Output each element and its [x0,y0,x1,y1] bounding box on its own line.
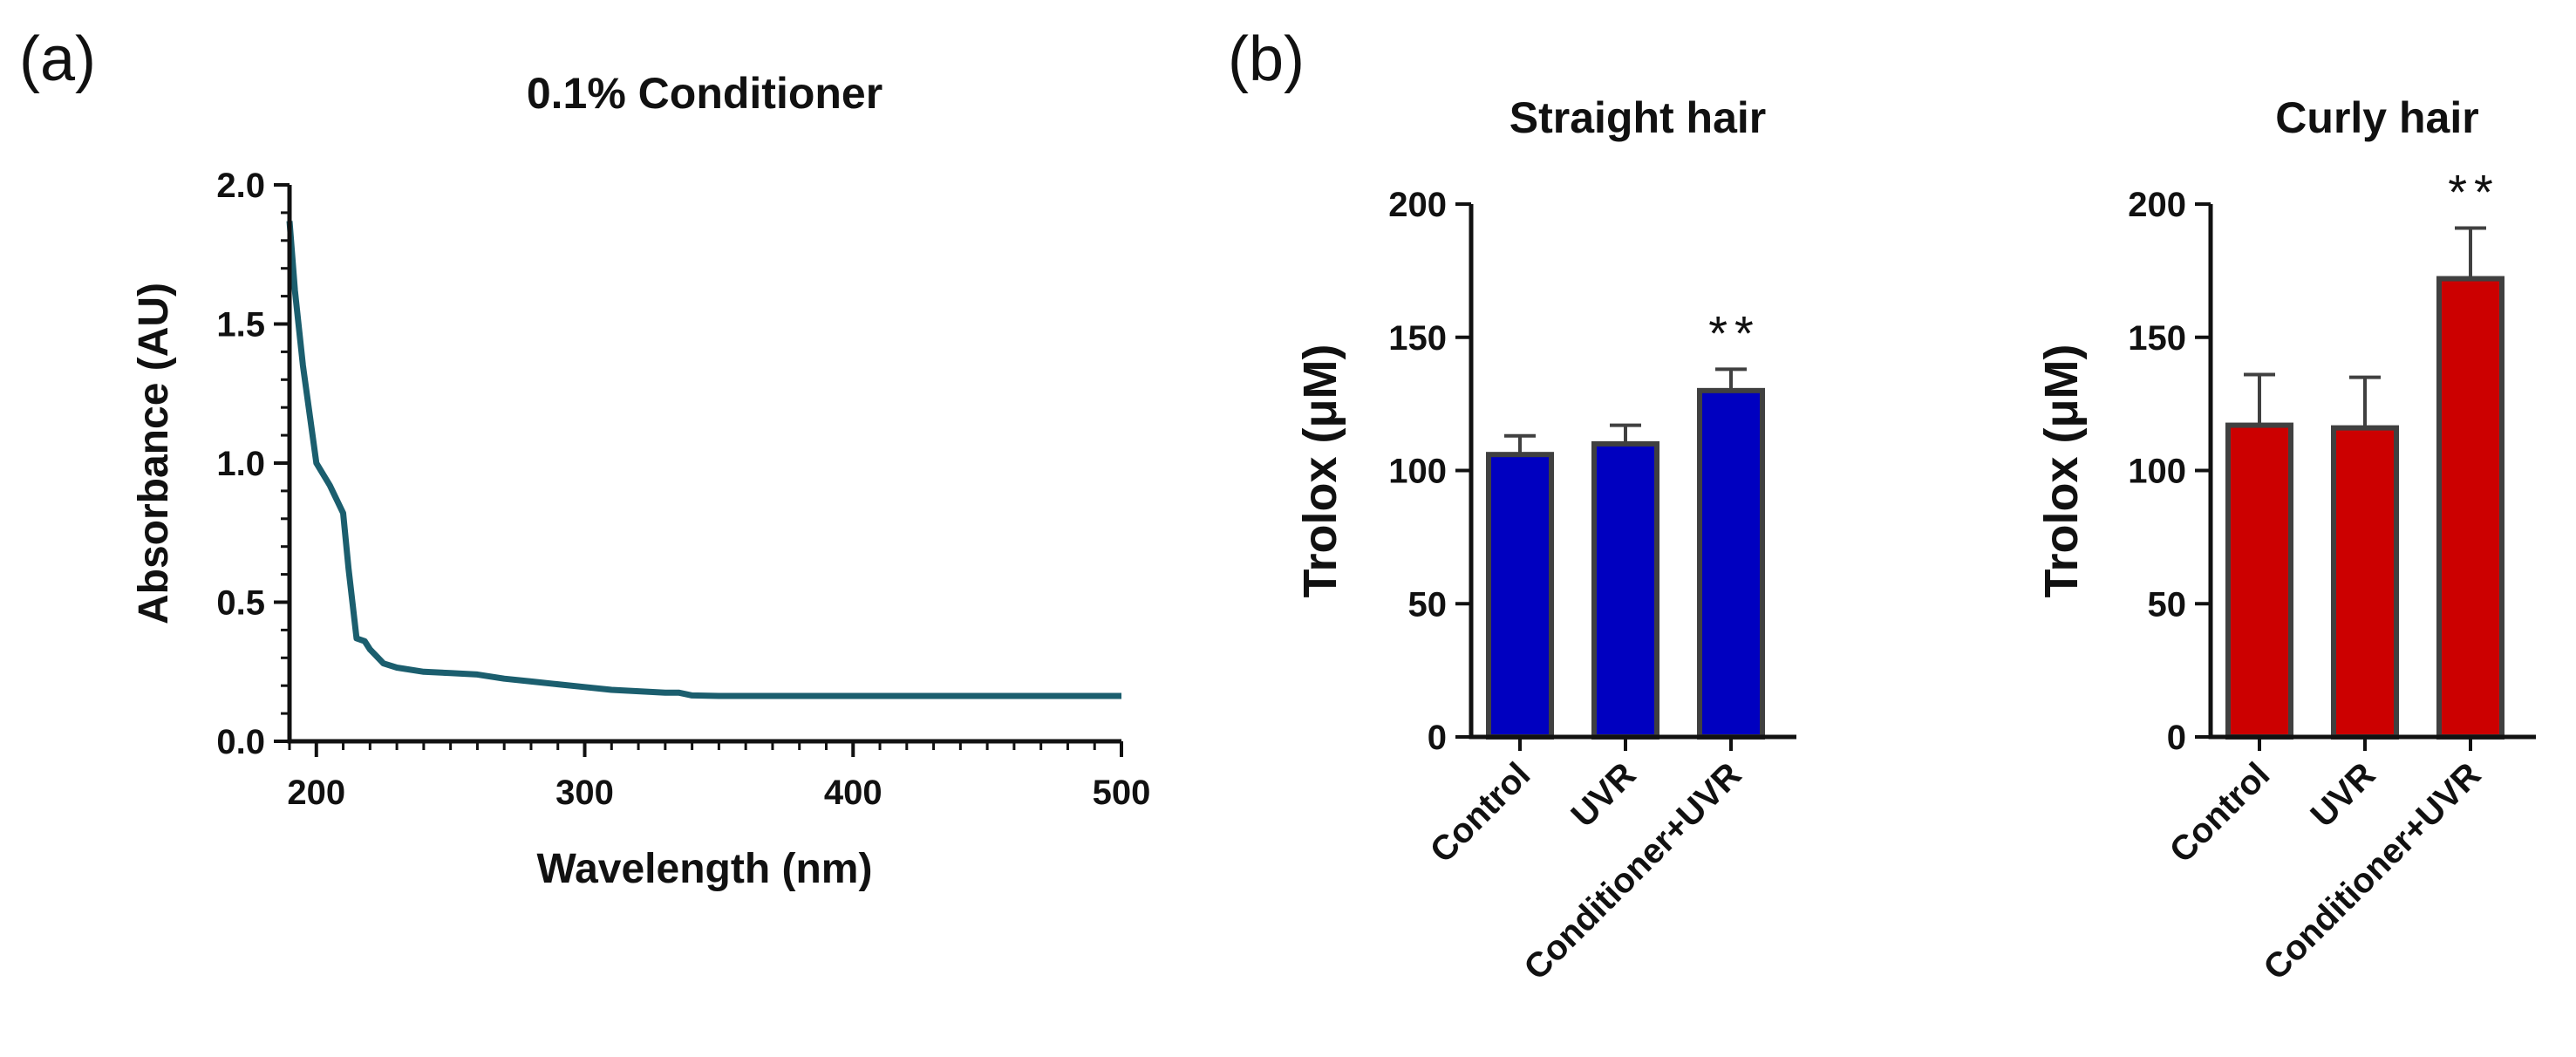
chart-c-axes [2208,204,2536,740]
chart-b-ticks: 0 50 100 150 200 [1388,186,1471,757]
y-tick-label: 50 [2148,585,2187,624]
bar-control [2225,422,2293,740]
error-bar [1504,433,1536,455]
y-tick-label: 50 [1408,585,1448,624]
chart-a-ticks: 0.0 0.5 1.0 1.5 2.0 200 300 400 500 [216,167,1150,812]
panel-b-label: (b) [1228,24,1305,94]
panel-a-label: (a) [19,24,96,94]
chart-c-ylabel: Trolox (μM) [2035,344,2088,597]
y-tick-label: 0.0 [216,723,265,761]
chart-b-ylabel: Trolox (μM) [1294,344,1346,597]
absorbance-series-line [286,221,1121,699]
chart-a-title: 0.1% Conditioner [527,69,883,118]
chart-b-bars: Control UVR**Conditioner+UVR [1423,305,1765,987]
x-tick-label: 200 [287,774,345,812]
category-label: UVR [2304,755,2383,835]
y-tick-label: 100 [1388,453,1447,491]
absorbance-chart: 0.1% Conditioner Wavelength (nm) Absorba… [131,69,1150,892]
significance-marker: ** [2448,164,2500,219]
x-tick-label: 500 [1093,774,1151,812]
error-bar [1715,367,1747,391]
x-tick-label: 300 [555,774,614,812]
y-tick-label: 200 [1388,186,1447,224]
category-label: Control [1423,755,1538,870]
curly-hair-chart: Curly hair Trolox (μM) 0 50 100 150 200 Cont… [2035,93,2536,987]
chart-c-ticks: 0 50 100 150 200 [2128,186,2211,757]
category-label: UVR [1564,755,1644,835]
error-bar [2349,375,2381,428]
y-tick-label: 1.5 [216,306,265,344]
y-tick-label: 150 [1388,319,1447,358]
chart-a-ylabel: Absorbance (AU) [131,283,177,624]
y-tick-label: 0 [1428,719,1447,757]
chart-c-title: Curly hair [2275,93,2478,142]
chart-b-title: Straight hair [1509,93,1766,142]
x-tick-label: 400 [824,774,883,812]
y-tick-label: 150 [2128,319,2186,358]
chart-b-axes [1469,204,1796,740]
bar-uvr [2331,425,2399,740]
chart-c-bars: Control UVR**Conditioner+UVR [2163,164,2504,987]
y-tick-label: 200 [2128,186,2186,224]
error-bar [2455,226,2486,279]
error-bar [2244,372,2275,426]
y-tick-label: 0 [2167,719,2186,757]
chart-a-axes [287,185,1121,744]
bar-conditioner-uvr [2436,276,2504,740]
straight-hair-chart: Straight hair Trolox (μM) 0 50 100 150 200 C… [1294,93,1796,987]
y-tick-label: 100 [2128,453,2186,491]
y-tick-label: 1.0 [216,445,265,483]
chart-a-xlabel: Wavelength (nm) [537,846,873,892]
bar-conditioner-uvr [1697,387,1765,740]
error-bar [1610,423,1641,444]
y-tick-label: 2.0 [216,167,265,205]
significance-marker: ** [1708,305,1761,360]
y-tick-label: 0.5 [216,584,265,623]
bar-uvr [1591,440,1659,740]
category-label: Control [2163,755,2278,870]
bar-control [1486,452,1554,740]
